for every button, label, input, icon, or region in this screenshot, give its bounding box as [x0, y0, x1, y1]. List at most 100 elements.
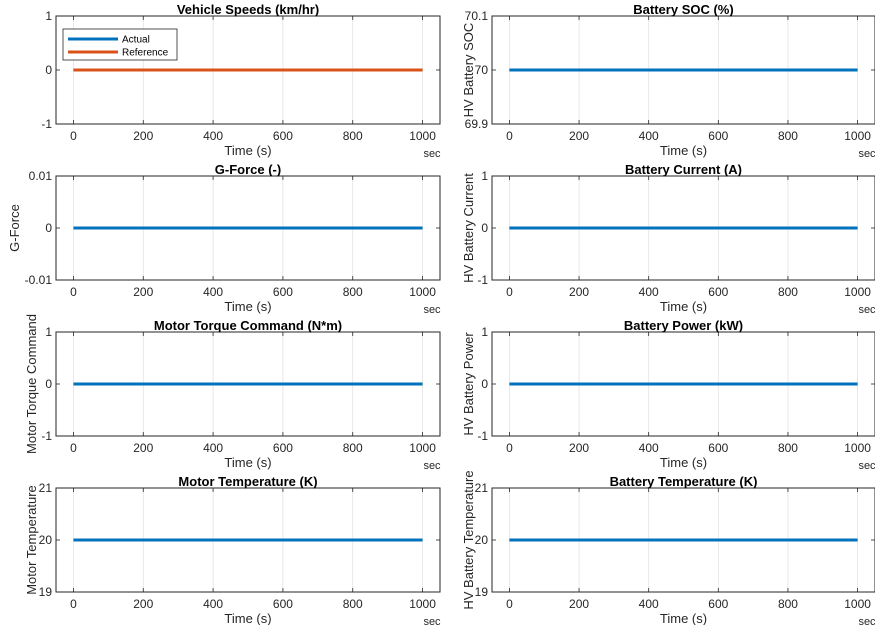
x-tick-label: 200 [569, 285, 589, 299]
subplot-3: 0 200 400 600 800 1000 -1 0 1 Battery Current (A)… [461, 162, 875, 316]
x-tick-label: 800 [343, 129, 363, 143]
y-tick-label: 1 [45, 325, 52, 339]
subplot-0: 0 200 400 600 800 1000 -1 0 1 Vehicle Speeds (km/… [41, 2, 441, 160]
x-tick-label: 0 [70, 285, 77, 299]
x-tick-label: 600 [708, 285, 728, 299]
legend-box [62, 28, 178, 61]
x-tick-label: 400 [639, 597, 659, 611]
y-axis-label: HV Battery Current [461, 173, 476, 283]
x-axis-label: Time (s) [660, 455, 707, 470]
y-axis-label: HV Battery Power [461, 332, 476, 436]
x-tick-label: 600 [273, 441, 293, 455]
x-tick-label: 600 [273, 597, 293, 611]
x-unit-label: sec [858, 304, 875, 316]
y-tick-label: -0.01 [25, 273, 53, 287]
legend-entry-1: Reference [122, 48, 169, 59]
y-axis-label: HV Battery SOC [461, 23, 476, 118]
subplot-title: G-Force (-) [215, 162, 281, 177]
x-tick-label: 200 [569, 597, 589, 611]
x-tick-label: 400 [203, 597, 223, 611]
y-tick-label: -1 [477, 429, 488, 443]
y-tick-label: 20 [39, 533, 53, 547]
y-axis-label: Motor Temperature [24, 485, 39, 595]
x-tick-label: 400 [203, 441, 223, 455]
y-tick-label: -1 [477, 273, 488, 287]
legend-entry-0: Actual [122, 35, 150, 46]
y-tick-label: 69.9 [465, 117, 489, 131]
x-axis-label: Time (s) [660, 611, 707, 625]
y-tick-label: 0 [45, 63, 52, 77]
x-tick-label: 800 [343, 441, 363, 455]
x-tick-label: 800 [343, 285, 363, 299]
x-axis-label: Time (s) [660, 299, 707, 314]
x-tick-label: 200 [133, 129, 153, 143]
x-tick-label: 200 [569, 129, 589, 143]
x-tick-label: 600 [273, 285, 293, 299]
y-tick-label: -1 [41, 117, 52, 131]
x-unit-label: sec [423, 304, 441, 316]
x-tick-label: 200 [133, 441, 153, 455]
x-tick-label: 400 [203, 129, 223, 143]
x-unit-label: sec [858, 616, 875, 625]
y-tick-label: 19 [475, 585, 489, 599]
x-tick-label: 0 [70, 129, 77, 143]
x-unit-label: sec [858, 460, 875, 472]
x-tick-label: 0 [506, 597, 513, 611]
subplot-title: Battery Temperature (K) [610, 474, 758, 489]
y-axis-label: G-Force [7, 204, 22, 252]
x-unit-label: sec [858, 148, 875, 160]
x-axis-label: Time (s) [224, 611, 271, 625]
x-tick-label: 0 [506, 441, 513, 455]
x-tick-label: 400 [639, 441, 659, 455]
x-tick-label: 1000 [409, 441, 436, 455]
subplot-7: 0 200 400 600 800 1000 19 20 21 Battery Temperatu… [461, 470, 875, 625]
x-tick-label: 600 [708, 129, 728, 143]
subplot-title: Motor Torque Command (N*m) [154, 318, 342, 333]
x-axis-label: Time (s) [224, 455, 271, 470]
x-tick-label: 0 [506, 129, 513, 143]
y-tick-label: 0 [481, 221, 488, 235]
x-tick-label: 600 [273, 129, 293, 143]
legend: Actual Reference [62, 28, 178, 61]
x-tick-label: 200 [569, 441, 589, 455]
y-tick-label: 21 [475, 481, 489, 495]
y-tick-label: 1 [45, 9, 52, 23]
x-tick-label: 600 [708, 441, 728, 455]
x-tick-label: 600 [708, 597, 728, 611]
subplot-title: Battery Power (kW) [624, 318, 743, 333]
y-tick-label: 0 [45, 377, 52, 391]
x-tick-label: 800 [778, 129, 798, 143]
y-tick-label: 1 [481, 325, 488, 339]
y-tick-label: 0.01 [29, 169, 53, 183]
x-tick-label: 1000 [409, 285, 436, 299]
x-tick-label: 0 [70, 597, 77, 611]
x-unit-label: sec [423, 616, 441, 625]
x-axis-label: Time (s) [660, 143, 707, 158]
x-tick-label: 400 [639, 129, 659, 143]
subplot-5: 0 200 400 600 800 1000 -1 0 1 Battery Power (kW) T… [461, 318, 875, 472]
x-tick-label: 200 [133, 597, 153, 611]
x-tick-label: 0 [506, 285, 513, 299]
x-tick-label: 400 [203, 285, 223, 299]
y-tick-label: 70.1 [465, 9, 489, 23]
x-tick-label: 1000 [844, 441, 871, 455]
y-tick-label: 1 [481, 169, 488, 183]
x-axis-label: Time (s) [224, 299, 271, 314]
subplot-2: 0 200 400 600 800 1000 -0.01 0 0.01 G-Force (-) Ti… [7, 162, 441, 316]
subplot-1: 0 200 400 600 800 1000 69.9 70 70.1 Battery SOC (… [461, 2, 875, 160]
x-tick-label: 800 [778, 285, 798, 299]
x-tick-label: 800 [778, 441, 798, 455]
x-tick-label: 800 [778, 597, 798, 611]
x-unit-label: sec [423, 460, 441, 472]
x-tick-label: 1000 [844, 597, 871, 611]
y-tick-label: 21 [39, 481, 53, 495]
x-tick-label: 1000 [409, 597, 436, 611]
x-unit-label: sec [423, 148, 441, 160]
x-tick-label: 1000 [409, 129, 436, 143]
y-tick-label: 0 [481, 377, 488, 391]
x-tick-label: 400 [639, 285, 659, 299]
x-tick-label: 1000 [844, 129, 871, 143]
x-tick-label: 200 [133, 285, 153, 299]
